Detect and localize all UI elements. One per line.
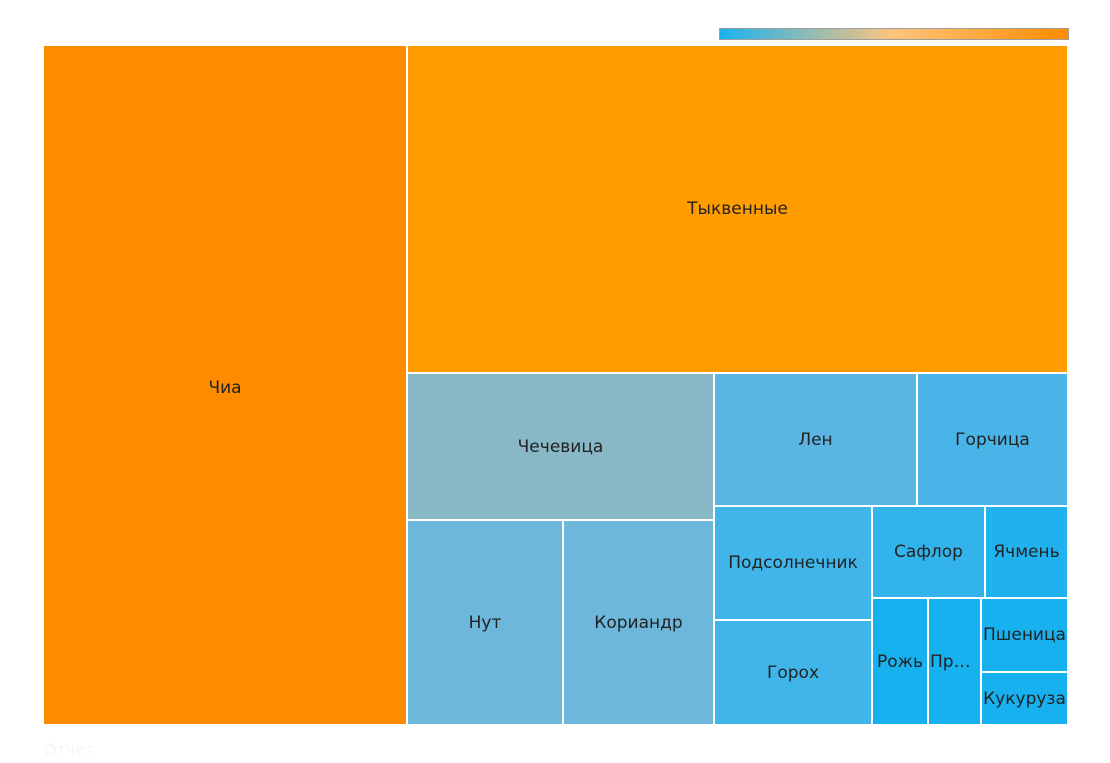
- treemap-tile-label: Кукуруза: [983, 688, 1066, 709]
- treemap-tile[interactable]: Просо: [929, 599, 982, 726]
- treemap-tile[interactable]: Нут: [408, 521, 564, 726]
- treemap-tile[interactable]: Пшеница: [982, 599, 1069, 673]
- treemap-tile-label: Кориандр: [594, 612, 683, 633]
- treemap-tile-label: Сафлор: [894, 542, 963, 562]
- treemap-tile-label: Просо: [930, 651, 980, 672]
- footer-label: Отчет: [44, 740, 95, 759]
- treemap-tile-label: Чиа: [208, 378, 242, 398]
- treemap-tile[interactable]: Кукуруза: [982, 673, 1069, 726]
- treemap-tile-label: Рожь: [877, 651, 923, 672]
- treemap-tile[interactable]: Горох: [715, 621, 873, 726]
- treemap-tile-label: Подсолнечник: [728, 553, 858, 573]
- treemap-tile-label: Горчица: [955, 429, 1030, 450]
- treemap-tile[interactable]: Рожь: [873, 599, 929, 726]
- treemap-tile[interactable]: Горчица: [918, 374, 1069, 507]
- treemap-tile[interactable]: Чечевица: [408, 374, 715, 521]
- treemap-tile[interactable]: Подсолнечник: [715, 507, 873, 621]
- treemap-tile[interactable]: Кориандр: [564, 521, 715, 726]
- treemap-tile[interactable]: Ячмень: [986, 507, 1069, 599]
- treemap-tile[interactable]: Чиа: [44, 46, 408, 726]
- treemap-tile[interactable]: Тыквенные: [408, 46, 1069, 374]
- treemap-tile-label: Горох: [766, 662, 820, 683]
- treemap-tile-label: Ячмень: [993, 542, 1060, 562]
- treemap-tile-label: Чечевица: [517, 436, 604, 457]
- treemap-tile[interactable]: Лен: [715, 374, 918, 507]
- treemap-tile[interactable]: Сафлор: [873, 507, 986, 599]
- treemap-tile-label: Нут: [468, 612, 502, 633]
- colorscale-bar: [719, 28, 1069, 40]
- treemap-tile-label: Пшеница: [983, 625, 1066, 645]
- treemap-tile-label: Тыквенные: [687, 199, 788, 219]
- treemap-tile-label: Лен: [798, 429, 833, 450]
